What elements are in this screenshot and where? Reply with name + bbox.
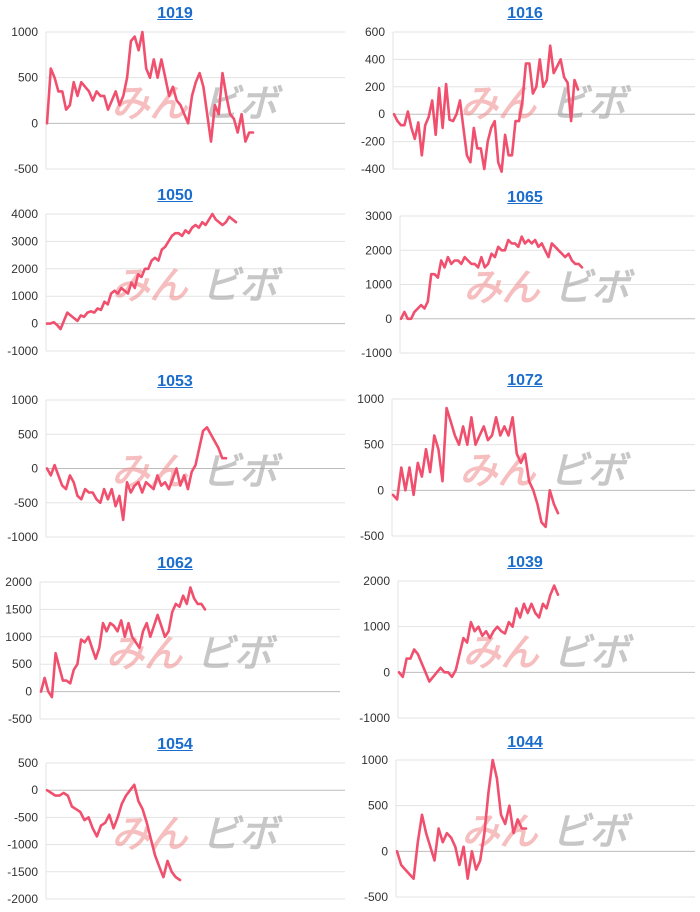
- series-line: [45, 212, 238, 331]
- y-tick-label: 0: [31, 116, 38, 130]
- y-tick-label: 0: [25, 685, 32, 699]
- y-tick-label: 500: [364, 438, 384, 452]
- series-line: [391, 406, 560, 529]
- y-tick-label: 0: [378, 107, 385, 121]
- y-tick-label: 2000: [5, 575, 32, 589]
- chart-title-link[interactable]: 1072: [507, 372, 543, 389]
- chart-title-link[interactable]: 1016: [507, 5, 543, 22]
- y-tick-label: 500: [12, 657, 32, 671]
- y-tick-label: -400: [361, 162, 385, 176]
- y-tick-label: 0: [31, 783, 38, 797]
- y-tick-label: -200: [361, 135, 385, 149]
- y-tick-label: 600: [365, 25, 385, 39]
- watermark-left: みん: [461, 812, 538, 854]
- y-tick-label: 2000: [365, 243, 392, 257]
- y-tick-label: 3000: [11, 234, 38, 248]
- y-tick-label: 1000: [5, 630, 32, 644]
- y-tick-label: -1000: [7, 344, 38, 358]
- y-tick-label: 0: [31, 317, 38, 331]
- y-tick-label: -500: [364, 890, 388, 904]
- y-tick-label: 400: [365, 52, 385, 66]
- y-tick-label: 1000: [357, 392, 384, 406]
- series-line: [392, 44, 580, 173]
- y-tick-label: -500: [360, 529, 384, 543]
- y-tick-label: 2000: [11, 262, 38, 276]
- watermark-right: ビボ: [550, 84, 632, 126]
- y-tick-label: 1000: [365, 278, 392, 292]
- chart-title-link[interactable]: 1054: [157, 736, 193, 753]
- y-tick-label: 1000: [361, 753, 388, 767]
- watermark-right: ビボ: [202, 452, 284, 494]
- y-tick-label: 4000: [11, 207, 38, 221]
- y-tick-label: 500: [368, 799, 388, 813]
- y-tick-label: 3000: [365, 209, 392, 223]
- watermark-right: ビボ: [554, 268, 636, 310]
- y-tick-label: -500: [14, 810, 38, 824]
- y-tick-label: 1000: [11, 289, 38, 303]
- series-line: [399, 235, 584, 321]
- series-line: [45, 426, 228, 522]
- y-tick-label: 200: [365, 80, 385, 94]
- watermark-right: ビボ: [550, 451, 632, 493]
- watermark-right: ビボ: [196, 634, 278, 676]
- y-tick-label: 500: [18, 71, 38, 85]
- y-tick-label: 1500: [5, 602, 32, 616]
- watermark-left: みん: [462, 633, 539, 675]
- chart-title-link[interactable]: 1053: [157, 373, 193, 390]
- series-line: [397, 584, 560, 683]
- y-tick-label: 1000: [11, 393, 38, 407]
- y-tick-label: 500: [18, 427, 38, 441]
- watermark-right: ビボ: [202, 266, 284, 308]
- series-line: [45, 783, 182, 882]
- y-tick-label: 0: [385, 312, 392, 326]
- watermark-right: ビボ: [552, 812, 634, 854]
- y-tick-label: 0: [377, 483, 384, 497]
- watermark-left: みん: [463, 268, 540, 310]
- y-tick-label: -500: [14, 162, 38, 176]
- y-tick-label: -1000: [7, 530, 38, 544]
- y-tick-label: 0: [31, 462, 38, 476]
- watermark-right: ビボ: [202, 814, 284, 856]
- chart-title-link[interactable]: 1065: [507, 189, 543, 206]
- series-line: [39, 586, 207, 699]
- y-tick-label: -1000: [361, 346, 392, 360]
- y-tick-label: -1000: [359, 711, 390, 725]
- series-line: [395, 758, 528, 881]
- y-tick-label: 500: [18, 756, 38, 770]
- chart-title-link[interactable]: 1039: [507, 554, 543, 571]
- chart-title-link[interactable]: 1050: [157, 187, 193, 204]
- y-tick-label: 1000: [11, 25, 38, 39]
- y-tick-label: 0: [383, 665, 390, 679]
- series-line: [45, 30, 255, 143]
- y-tick-label: -500: [8, 712, 32, 726]
- y-tick-label: 2000: [363, 574, 390, 588]
- y-tick-label: -1000: [7, 838, 38, 852]
- chart-title-link[interactable]: 1019: [157, 5, 193, 22]
- y-tick-label: 0: [381, 844, 388, 858]
- watermark-right: ビボ: [553, 633, 635, 675]
- y-tick-label: -1500: [7, 865, 38, 879]
- watermark-left: みん: [106, 634, 183, 676]
- y-tick-label: -500: [14, 496, 38, 510]
- chart-title-link[interactable]: 1044: [507, 734, 543, 751]
- watermark-left: みん: [111, 266, 188, 308]
- y-tick-label: -2000: [7, 892, 38, 906]
- y-tick-label: 1000: [363, 620, 390, 634]
- chart-title-link[interactable]: 1062: [157, 555, 193, 572]
